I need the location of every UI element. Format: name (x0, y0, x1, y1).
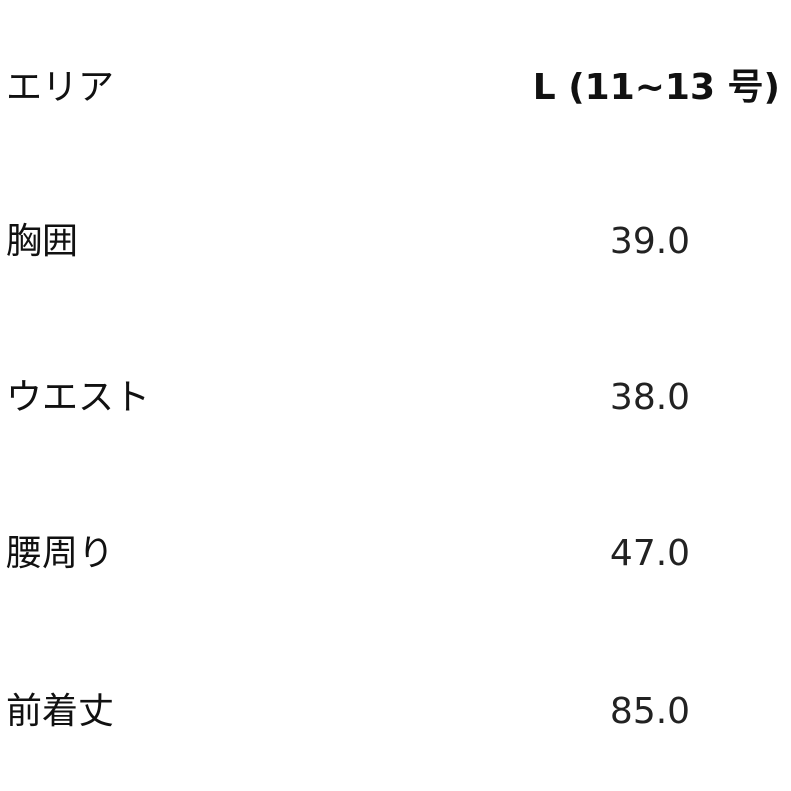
table-row: ウエスト 38.0 (0, 368, 791, 428)
row-label: 腰周り (6, 533, 115, 574)
row-label: 胸囲 (6, 221, 79, 262)
size-header: L (11~13 号) (532, 67, 780, 108)
row-label: ウエスト (6, 377, 151, 418)
table-row: 胸囲 39.0 (0, 212, 791, 272)
row-label: 前着丈 (6, 691, 115, 732)
table-row: 腰周り 47.0 (0, 524, 791, 584)
row-value: 39.0 (609, 221, 691, 262)
table-header: エリア L (11~13 号) (0, 58, 791, 118)
row-value: 38.0 (609, 377, 691, 418)
row-value: 47.0 (609, 533, 691, 574)
area-header: エリア (6, 67, 115, 108)
table-row: 前着丈 85.0 (0, 682, 791, 742)
row-value: 85.0 (609, 691, 691, 732)
